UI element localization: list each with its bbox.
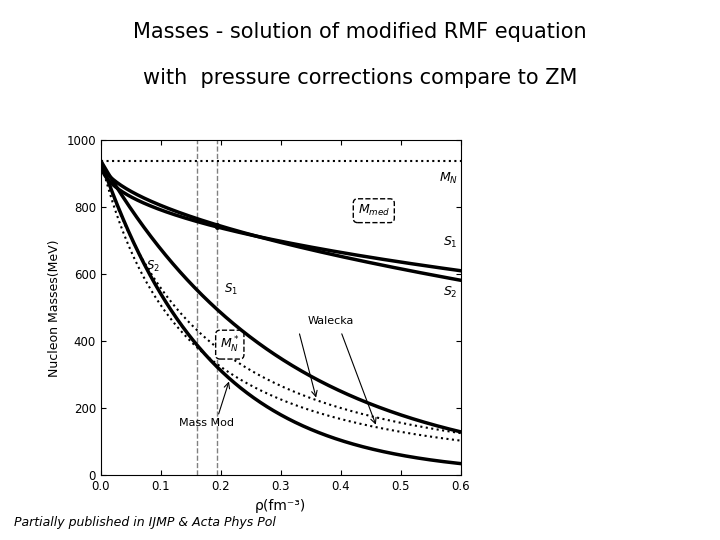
Text: $S_1$: $S_1$: [443, 235, 458, 250]
Text: $S_2$: $S_2$: [145, 259, 160, 273]
Text: $S_1$: $S_1$: [224, 282, 238, 297]
Text: $M_N$: $M_N$: [438, 171, 458, 186]
Text: $M_{med}$: $M_{med}$: [358, 203, 390, 218]
Text: $S_2$: $S_2$: [444, 285, 458, 300]
Text: Partially published in IJMP & Acta Phys Pol: Partially published in IJMP & Acta Phys …: [14, 516, 276, 529]
Text: with  pressure corrections compare to ZM: with pressure corrections compare to ZM: [143, 68, 577, 87]
Text: Masses - solution of modified RMF equation: Masses - solution of modified RMF equati…: [133, 22, 587, 42]
Text: Mass Mod: Mass Mod: [179, 418, 234, 428]
Text: $M_N^*$: $M_N^*$: [220, 335, 240, 355]
X-axis label: ρ(fm⁻³): ρ(fm⁻³): [255, 498, 307, 512]
Text: Walecka: Walecka: [307, 316, 354, 326]
Y-axis label: Nucleon Masses(MeV): Nucleon Masses(MeV): [48, 239, 60, 376]
